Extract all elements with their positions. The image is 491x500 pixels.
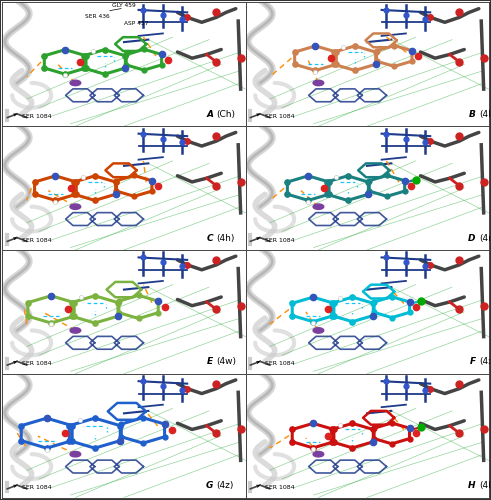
Circle shape <box>70 80 81 86</box>
Text: E: E <box>207 358 217 366</box>
Text: (4l): (4l) <box>479 110 491 119</box>
Text: SER 1084: SER 1084 <box>265 238 295 242</box>
Text: GLY 459: GLY 459 <box>112 3 136 8</box>
Text: (4b): (4b) <box>479 481 491 490</box>
Circle shape <box>313 80 324 86</box>
Text: SER 1084: SER 1084 <box>265 114 295 119</box>
Text: SER 1084: SER 1084 <box>22 114 52 119</box>
Text: (4h): (4h) <box>217 234 235 242</box>
Text: SER 1084: SER 1084 <box>22 485 52 490</box>
Text: H: H <box>468 481 479 490</box>
Text: (4n): (4n) <box>479 234 491 242</box>
Text: F: F <box>469 358 479 366</box>
Circle shape <box>70 204 81 210</box>
Text: ASP 437: ASP 437 <box>124 21 148 26</box>
Text: SER 1084: SER 1084 <box>265 485 295 490</box>
Text: SER 436: SER 436 <box>85 14 109 19</box>
Text: (4x): (4x) <box>479 358 491 366</box>
Circle shape <box>313 452 324 457</box>
Text: C: C <box>207 234 217 242</box>
Circle shape <box>313 204 324 210</box>
Text: A: A <box>206 110 217 119</box>
Text: (4z): (4z) <box>217 481 234 490</box>
Text: SER 1084: SER 1084 <box>265 362 295 366</box>
Circle shape <box>70 452 81 457</box>
Circle shape <box>313 328 324 333</box>
Text: SER 1084: SER 1084 <box>22 362 52 366</box>
Text: B: B <box>469 110 479 119</box>
Circle shape <box>70 328 81 333</box>
Text: SER 1084: SER 1084 <box>22 238 52 242</box>
Text: (Ch): (Ch) <box>217 110 235 119</box>
Text: D: D <box>468 234 479 242</box>
Text: G: G <box>206 481 217 490</box>
Text: (4w): (4w) <box>217 358 236 366</box>
